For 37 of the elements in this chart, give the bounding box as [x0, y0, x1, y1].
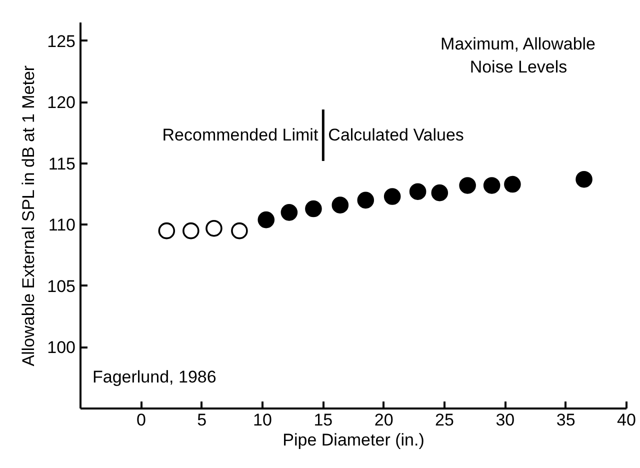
y-tick-label: 105: [47, 276, 76, 296]
y-tick-label: 125: [47, 32, 76, 51]
annotation: Calculated Values: [328, 126, 464, 145]
point: [332, 196, 349, 214]
point: [384, 188, 401, 205]
x-tick-label: 25: [435, 410, 454, 430]
x-axis-title: Pipe Diameter (in.): [282, 430, 424, 450]
y-tick-label: 100: [47, 338, 76, 358]
point: [504, 176, 521, 193]
point: [182, 222, 200, 240]
x-tick-label: 5: [197, 410, 207, 430]
x-tick-label: 0: [136, 410, 146, 430]
point: [576, 170, 592, 188]
x-tick-label: 15: [314, 410, 333, 430]
annotation: Recommended Limit: [162, 126, 318, 145]
point: [231, 222, 248, 240]
point: [206, 220, 222, 237]
y-tick-label: 110: [48, 216, 76, 235]
y-tick-label: 120: [47, 93, 76, 112]
point: [431, 184, 448, 202]
y-tick-label: 115: [48, 154, 76, 174]
y-axis-title: Allowable External SPL in dB at 1 Meter: [19, 65, 38, 366]
point: [483, 177, 500, 194]
point: [158, 222, 176, 240]
point: [258, 211, 275, 228]
x-tick-label: 35: [556, 410, 576, 430]
point: [357, 192, 374, 209]
point: [409, 183, 426, 200]
point: [459, 177, 476, 194]
x-tick-label: 40: [617, 410, 636, 430]
point: [280, 204, 298, 221]
x-tick-label: 10: [253, 410, 272, 430]
point: [305, 200, 322, 218]
annotation: Fagerlund, 1986: [92, 368, 216, 386]
text: Maximum, Allowable Noise Levels: [440, 34, 596, 76]
x-tick-label: 30: [496, 410, 515, 430]
x-tick-label: 20: [374, 410, 394, 430]
